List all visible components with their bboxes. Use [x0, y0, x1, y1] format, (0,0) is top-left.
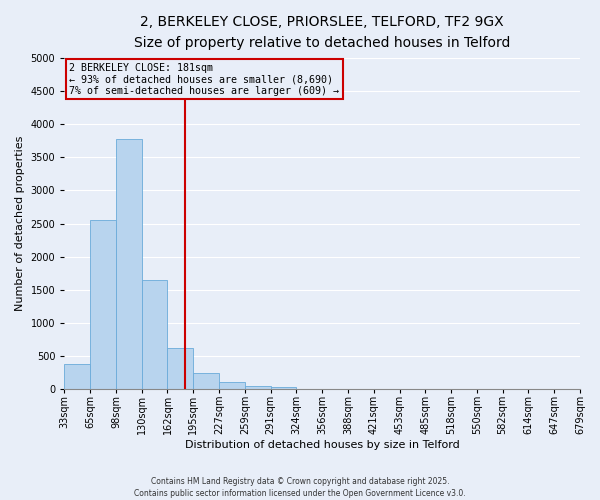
Text: Contains HM Land Registry data © Crown copyright and database right 2025.
Contai: Contains HM Land Registry data © Crown c…	[134, 476, 466, 498]
Y-axis label: Number of detached properties: Number of detached properties	[15, 136, 25, 311]
Text: 2 BERKELEY CLOSE: 181sqm
← 93% of detached houses are smaller (8,690)
7% of semi: 2 BERKELEY CLOSE: 181sqm ← 93% of detach…	[70, 62, 340, 96]
X-axis label: Distribution of detached houses by size in Telford: Distribution of detached houses by size …	[185, 440, 460, 450]
Bar	[90, 220, 116, 390]
Bar	[193, 373, 219, 390]
Bar	[219, 382, 245, 390]
Bar	[245, 386, 271, 390]
Bar	[271, 388, 296, 390]
Bar	[116, 138, 142, 390]
Bar	[142, 280, 167, 390]
Bar	[167, 348, 193, 390]
Bar	[64, 364, 90, 390]
Title: 2, BERKELEY CLOSE, PRIORSLEE, TELFORD, TF2 9GX
Size of property relative to deta: 2, BERKELEY CLOSE, PRIORSLEE, TELFORD, T…	[134, 15, 511, 50]
